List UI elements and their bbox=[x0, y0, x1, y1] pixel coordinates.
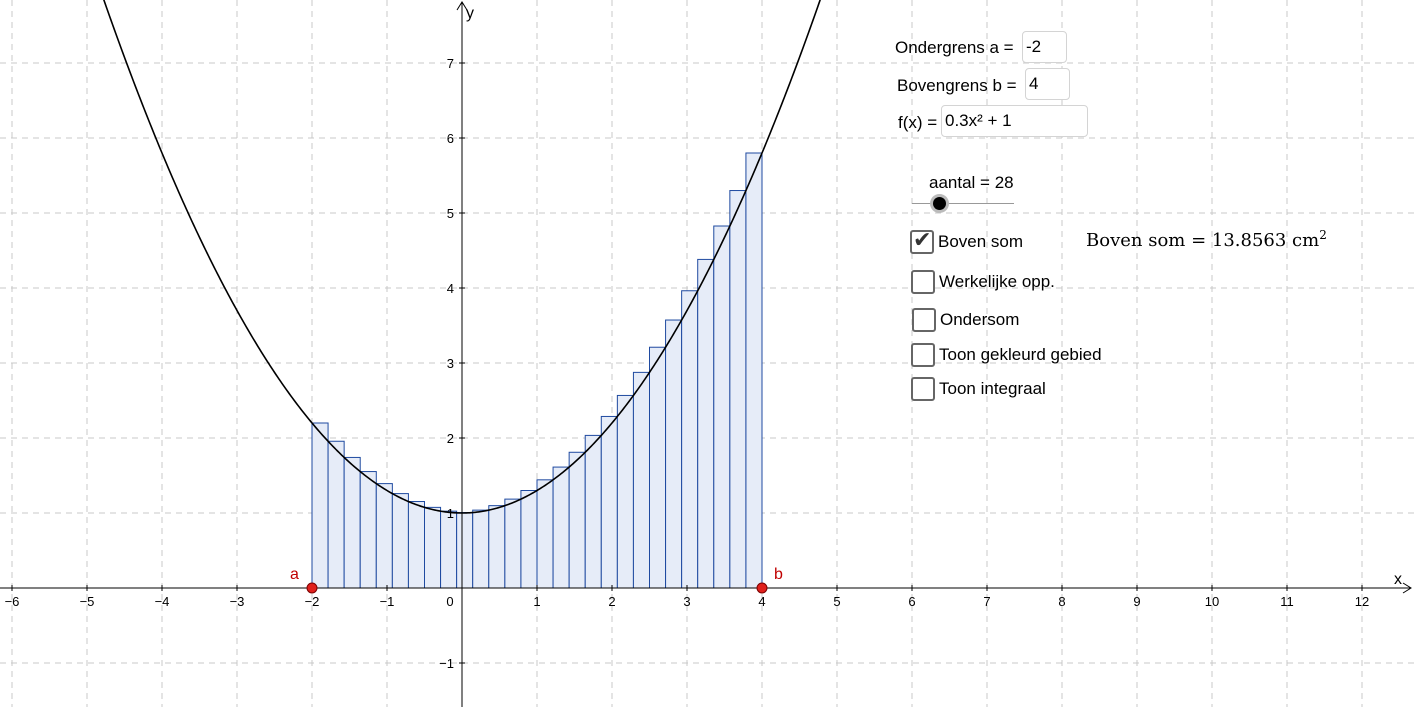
fx-input[interactable] bbox=[941, 105, 1088, 137]
checkbox-label: Ondersom bbox=[940, 310, 1020, 329]
x-tick-label: −1 bbox=[380, 594, 395, 609]
upper-sum-rectangle bbox=[343, 456, 361, 589]
upper-sum-rectangle bbox=[713, 225, 731, 589]
y-axis-arrow bbox=[456, 1, 468, 11]
checkbox-label: Boven som bbox=[938, 232, 1024, 251]
y-axis-label: y bbox=[466, 5, 474, 22]
point-label-a: a bbox=[290, 566, 299, 583]
upper-sum-rectangle bbox=[600, 415, 618, 589]
x-tick-label: 9 bbox=[1133, 594, 1140, 609]
y-tick-label: 7 bbox=[447, 56, 454, 71]
checkbox-label: Toon gekleurd gebied bbox=[939, 345, 1102, 364]
upper-sum-rectangle bbox=[440, 510, 458, 589]
bovengrens-label: Bovengrens b = bbox=[897, 76, 1017, 95]
checkbox-box[interactable]: ✔ bbox=[910, 227, 934, 254]
y-tick-label: −1 bbox=[439, 656, 454, 671]
boven-som-result: Boven som = 13.8563 cm2 bbox=[1086, 228, 1327, 251]
upper-sum-rectangle bbox=[745, 152, 763, 589]
x-tick-label: −3 bbox=[230, 594, 245, 609]
function-curve[interactable] bbox=[98, 0, 827, 514]
upper-sum-rectangle bbox=[584, 434, 602, 589]
upper-sum-rectangle bbox=[359, 471, 377, 589]
x-tick-label: 0 bbox=[446, 594, 453, 609]
point-a[interactable] bbox=[306, 582, 318, 594]
upper-sum-rectangle bbox=[697, 258, 715, 589]
y-tick-label: 5 bbox=[447, 206, 454, 221]
upper-sum-rectangle bbox=[391, 493, 409, 589]
upper-sum-rectangle bbox=[632, 371, 651, 589]
y-tick-label: 6 bbox=[447, 131, 454, 146]
upper-sum-rectangle bbox=[472, 509, 490, 589]
x-tick-label: 3 bbox=[683, 594, 690, 609]
x-tick-label: 4 bbox=[758, 594, 765, 609]
checkbox-box[interactable] bbox=[912, 308, 936, 332]
upper-sum-rectangle bbox=[456, 512, 474, 589]
upper-sum-rectangle bbox=[375, 483, 393, 589]
x-tick-label: −6 bbox=[5, 594, 20, 609]
checkbox-box[interactable] bbox=[911, 270, 935, 294]
x-axis-arrow bbox=[1402, 582, 1412, 594]
point-label-b: b bbox=[774, 566, 783, 583]
upper-sum-rectangle bbox=[488, 505, 506, 589]
y-tick-label: 4 bbox=[447, 281, 454, 296]
x-tick-label: 12 bbox=[1355, 594, 1369, 609]
y-tick-label: 2 bbox=[447, 431, 454, 446]
x-tick-label: 6 bbox=[908, 594, 915, 609]
checkbox-label: Toon integraal bbox=[939, 379, 1046, 398]
upper-sum-rectangle bbox=[552, 466, 570, 589]
checkbox-ondersom[interactable]: Ondersom bbox=[912, 308, 1019, 332]
fx-label: f(x) = bbox=[898, 113, 938, 132]
point-b[interactable] bbox=[756, 582, 768, 594]
result-text: Boven som = 13.8563 cm bbox=[1086, 230, 1320, 251]
upper-sum-rectangle bbox=[407, 501, 425, 589]
x-tick-label: 5 bbox=[833, 594, 840, 609]
slider-label: aantal = 28 bbox=[929, 173, 1014, 192]
checkbox-toon-integraal[interactable]: Toon integraal bbox=[911, 377, 1046, 401]
upper-sum-rectangle bbox=[681, 290, 699, 589]
upper-sum-rectangle bbox=[424, 506, 442, 589]
result-exponent: 2 bbox=[1319, 228, 1327, 242]
x-tick-label: −5 bbox=[80, 594, 95, 609]
x-tick-label: 7 bbox=[983, 594, 990, 609]
x-tick-label: 8 bbox=[1058, 594, 1065, 609]
x-axis-label: x bbox=[1394, 571, 1402, 588]
x-tick-label: 2 bbox=[608, 594, 615, 609]
checkbox-box[interactable] bbox=[911, 377, 935, 401]
upper-sum-rectangle bbox=[536, 479, 554, 589]
upper-sum-rectangle bbox=[729, 190, 747, 589]
upper-sum-rectangle bbox=[665, 319, 683, 589]
aantal-slider-thumb[interactable] bbox=[933, 197, 947, 210]
y-tick-label: 1 bbox=[447, 506, 454, 521]
checkbox-boven-som[interactable]: ✔ Boven som bbox=[910, 227, 1024, 254]
x-tick-label: −4 bbox=[155, 594, 170, 609]
x-tick-label: −2 bbox=[305, 594, 320, 609]
checkbox-toon-gekleurd-gebied[interactable]: Toon gekleurd gebied bbox=[911, 343, 1102, 367]
x-tick-label: 11 bbox=[1280, 594, 1294, 609]
upper-sum-rectangle bbox=[568, 451, 586, 589]
x-tick-label: 10 bbox=[1205, 594, 1219, 609]
bovengrens-input[interactable] bbox=[1025, 68, 1070, 100]
ondergrens-input[interactable] bbox=[1022, 31, 1067, 63]
upper-sum-rectangle bbox=[504, 498, 522, 589]
y-tick-label: 3 bbox=[447, 356, 454, 371]
ondergrens-label: Ondergrens a = bbox=[895, 38, 1014, 57]
x-tick-label: 1 bbox=[533, 594, 540, 609]
checkbox-box[interactable] bbox=[911, 343, 935, 367]
aantal-slider-track[interactable] bbox=[912, 203, 1014, 204]
upper-sum-rectangle bbox=[327, 440, 345, 589]
upper-sum-rectangle bbox=[649, 346, 667, 589]
upper-sum-rectangle bbox=[520, 490, 538, 589]
upper-sum-rectangles bbox=[311, 152, 763, 589]
upper-sum-rectangle bbox=[311, 422, 329, 589]
checkbox-werkelijke-opp[interactable]: Werkelijke opp. bbox=[911, 270, 1055, 294]
checkbox-label: Werkelijke opp. bbox=[939, 272, 1055, 291]
upper-sum-rectangle bbox=[616, 394, 634, 589]
checkmark-icon: ✔ bbox=[913, 227, 932, 252]
